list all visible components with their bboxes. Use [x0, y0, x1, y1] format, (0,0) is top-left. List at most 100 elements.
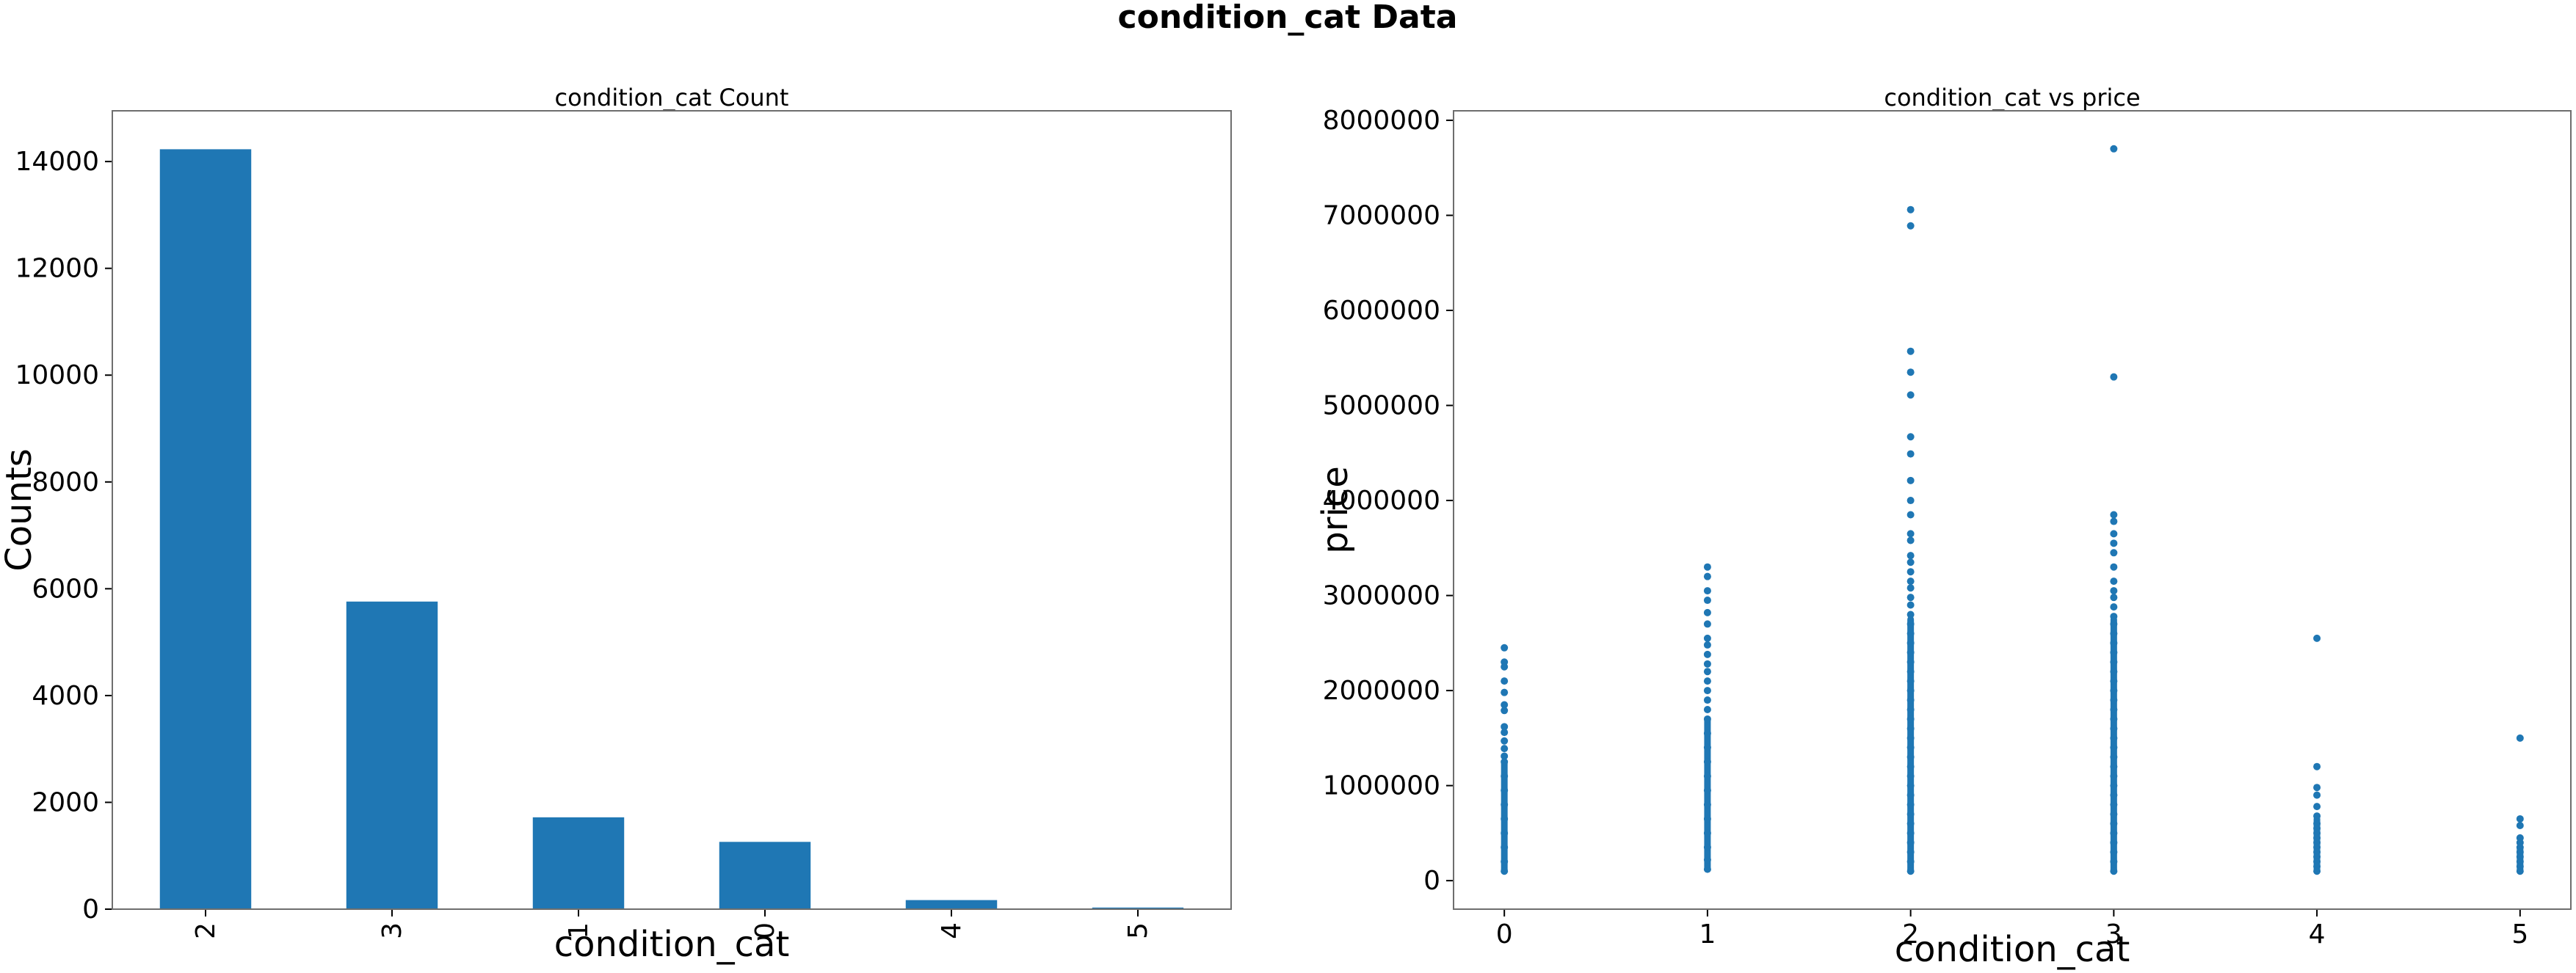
scatter-point [2110, 563, 2118, 571]
scatter-xtick-label-3: 3 [2105, 919, 2122, 950]
scatter-point [1501, 737, 1509, 745]
scatter-ytick-label-2000000: 2000000 [1323, 676, 1440, 706]
bar-xtick-label-2: 2 [191, 922, 221, 939]
scatter-point [1501, 745, 1509, 753]
scatter-point [1906, 222, 1915, 230]
scatter-point [1906, 558, 1915, 566]
scatter-point [2110, 613, 2118, 621]
bar-0 [719, 842, 811, 909]
scatter-point [1906, 772, 1915, 780]
scatter-point [1906, 433, 1915, 441]
bar-chart-xlabel: condition_cat [554, 924, 790, 965]
scatter-point [1501, 644, 1509, 652]
scatter-point [1906, 677, 1915, 685]
scatter-point [1703, 650, 1711, 658]
bar-chart-plot-area: 2 3 1 0 4 5 0 2000 4000 6000 8000 10000 12000 14000 [15, 147, 1184, 939]
scatter-point [2516, 815, 2524, 823]
scatter-point [1501, 723, 1509, 731]
scatter-point [2110, 839, 2118, 847]
figure-title: condition_cat Data [1118, 0, 1458, 36]
scatter-point [2313, 634, 2321, 642]
bar-chart-panel: condition_cat Count 2 3 1 0 4 5 0 2000 4000 6000 8… [0, 84, 1232, 965]
scatter-point [1906, 781, 1915, 790]
scatter-point [2110, 549, 2118, 557]
scatter-point [2110, 734, 2118, 742]
scatter-point [1703, 758, 1711, 766]
scatter-xtick-label-2: 2 [1902, 919, 1919, 950]
scatter-point [2110, 539, 2118, 547]
scatter-point [1906, 630, 1915, 638]
scatter-point [2110, 668, 2118, 676]
scatter-point [2110, 620, 2118, 628]
scatter-point [1906, 820, 1915, 828]
scatter-point [1501, 858, 1509, 866]
scatter-point [1906, 668, 1915, 676]
scatter-point [2110, 715, 2118, 723]
scatter-point [1906, 696, 1915, 704]
scatter-point [2313, 803, 2321, 811]
scatter-point [1501, 801, 1509, 809]
scatter-point [2110, 829, 2118, 837]
scatter-chart-title: condition_cat vs price [1884, 84, 2140, 112]
bar-xtick-label-0: 0 [750, 922, 780, 939]
scatter-point [2110, 639, 2118, 647]
scatter-point [2110, 810, 2118, 818]
scatter-point [2110, 594, 2118, 602]
scatter-xtick-label-0: 0 [1496, 919, 1513, 950]
scatter-point [1703, 572, 1711, 580]
scatter-point [1906, 829, 1915, 837]
scatter-point [1906, 620, 1915, 628]
bar-chart-title: condition_cat Count [555, 84, 789, 112]
scatter-point [1906, 497, 1915, 505]
scatter-point [1906, 734, 1915, 742]
scatter-point [1906, 594, 1915, 602]
scatter-point [1501, 758, 1509, 766]
bar-3 [346, 601, 438, 909]
scatter-point [2110, 603, 2118, 611]
bar-xtick-label-4: 4 [937, 922, 967, 939]
bar-ytick-label-4000: 4000 [32, 681, 99, 711]
scatter-ytick-label-4000000: 4000000 [1323, 486, 1440, 516]
scatter-point [1703, 829, 1711, 837]
scatter-point [1703, 801, 1711, 809]
scatter-point [1703, 620, 1711, 628]
scatter-ytick-label-1000000: 1000000 [1323, 771, 1440, 801]
scatter-point [1906, 848, 1915, 856]
scatter-point [1906, 584, 1915, 592]
scatter-point [2110, 781, 2118, 790]
scatter-point [2110, 530, 2118, 538]
scatter-point [2313, 867, 2321, 875]
scatter-point [1501, 701, 1509, 709]
bar-xtick-label-5: 5 [1123, 922, 1153, 939]
bar-ytick-label-2000: 2000 [32, 787, 99, 817]
scatter-point [2110, 858, 2118, 866]
scatter-point [1906, 810, 1915, 818]
bar-chart-frame [112, 110, 1232, 910]
scatter-point [2516, 867, 2524, 875]
scatter-point [1703, 856, 1711, 864]
scatter-point [1906, 639, 1915, 647]
bar-ytick-label-12000: 12000 [15, 254, 99, 284]
scatter-xtick-label-1: 1 [1699, 919, 1716, 950]
scatter-point [2516, 822, 2524, 830]
bar-ytick-label-6000: 6000 [32, 574, 99, 604]
scatter-point [1906, 476, 1915, 484]
scatter-point [2110, 848, 2118, 856]
scatter-point [2313, 762, 2321, 770]
bar-xtick-label-3: 3 [377, 922, 407, 939]
scatter-chart-ylabel: price [1315, 466, 1356, 553]
scatter-point [2110, 820, 2118, 828]
scatter-point [1703, 729, 1711, 737]
scatter-point [1501, 815, 1509, 823]
scatter-ytick-label-7000000: 7000000 [1323, 200, 1440, 230]
bar-4 [905, 900, 998, 909]
scatter-xtick-label-4: 4 [2309, 919, 2326, 950]
scatter-point [2110, 511, 2118, 519]
scatter-point [1906, 601, 1915, 609]
scatter-chart-frame [1453, 110, 2572, 910]
scatter-chart-panel: condition_cat vs price 0 1 2 3 4 5 0 1000000 200… [1315, 84, 2572, 970]
bar-ytick-label-14000: 14000 [15, 147, 99, 177]
scatter-point [1906, 867, 1915, 875]
scatter-point [2110, 801, 2118, 809]
